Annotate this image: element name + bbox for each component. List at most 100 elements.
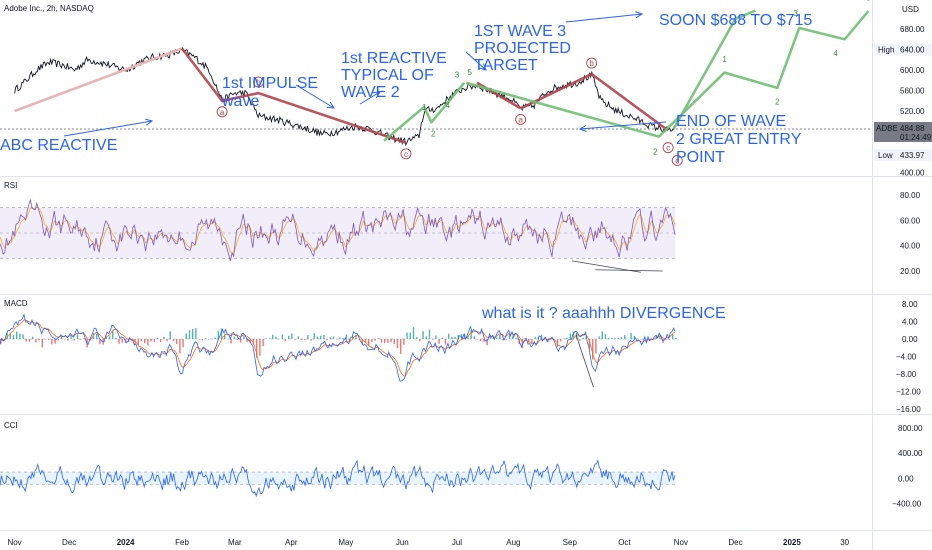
macd-histogram-bar [355,335,357,339]
macd-histogram-bar [230,339,232,344]
time-tick-label: Aug [506,538,520,547]
macd-histogram-bar [384,339,386,344]
macd-histogram-bar [19,333,21,339]
macd-histogram-bar [640,339,642,340]
macd-histogram-bar [185,333,187,339]
macd-histogram-bar [6,333,8,339]
annotation-impulse-line-2: wave [221,93,259,110]
annotation-wave3-line-2: PROJECTED [474,40,571,57]
macd-tick-label: 8.00 [902,300,918,309]
time-tick-label: Mar [228,538,242,547]
macd-histogram-bar [656,335,658,339]
macd-signal-line [0,319,676,377]
macd-histogram-bar [508,334,511,339]
macd-histogram-bar [211,338,213,340]
macd-histogram-bar [281,334,283,339]
annotation-end-wave2-line-2: 2 GREAT ENTRY [676,131,802,148]
macd-histogram-bar [112,330,114,339]
macd-histogram-bar [502,339,504,341]
macd-histogram-bar [240,339,242,343]
macd-histogram-bar [307,335,309,339]
macd-histogram-bar [320,335,322,339]
macd-histogram-bar [259,339,261,356]
abc-wave-lead-in [14,47,183,113]
macd-histogram-bar [451,336,453,339]
macd-histogram-bar [153,339,155,342]
macd-histogram-bar [467,336,469,339]
macd-histogram-bar [486,339,488,346]
macd-histogram-bar [172,339,175,342]
macd-histogram-bar [595,339,597,354]
price-tick-label: 400.00 [900,169,925,178]
macd-histogram-bar [195,328,197,339]
macd-histogram-bar [291,333,293,339]
macd-histogram-bar [204,338,207,339]
macd-histogram-bar [419,339,421,342]
macd-histogram-bar [275,336,277,339]
macd-histogram-bar [300,339,303,340]
macd-histogram-bar [150,339,152,342]
macd-histogram-bar [579,339,581,341]
macd-histogram-bar [563,338,565,339]
macd-histogram-bar [188,330,191,339]
macd-histogram-bar [432,339,434,340]
wave-label: 3 [793,9,798,18]
impulse-wave-1 [383,81,466,142]
macd-histogram-bar [288,335,290,339]
macd-histogram-bar [374,339,376,341]
macd-histogram-bar [489,335,491,339]
macd-histogram-bar [601,331,603,339]
time-tick-label: Nov [7,538,21,547]
last-price-badge [874,121,932,142]
macd-tick-label: −8.00 [896,370,917,379]
macd-histogram-bar [156,337,159,339]
macd-histogram-bar [496,337,498,339]
price-tick-label: 600.00 [900,66,925,75]
macd-histogram-bar [284,339,287,342]
time-tick-label: 2025 [783,538,801,547]
rsi-smoothing-line [0,206,676,255]
abc-wave-2-leg-c [590,73,669,132]
macd-histogram-bar [672,334,674,339]
macd-tick-label: −16.00 [896,405,921,414]
macd-histogram-bar [380,339,383,343]
macd-histogram-bar [387,339,389,343]
macd-histogram-bar [115,337,117,339]
macd-histogram-bar [268,338,271,339]
macd-histogram-bar [16,331,18,339]
annotation-impulse-line-1: 1st IMPULSE [222,75,318,92]
wave-label: c [675,156,679,165]
arrow-abc-reactive [63,120,153,137]
macd-histogram-bar [515,337,517,339]
macd-histogram-bar [480,339,482,342]
macd-histogram-bar [444,339,447,345]
macd-histogram-bar [70,336,72,339]
macd-histogram-bar [233,336,235,339]
macd-histogram-bar [192,328,194,339]
macd-histogram-bar [403,339,405,345]
macd-histogram-bar [118,339,120,344]
high-value: 640.00 [900,46,925,55]
macd-histogram-bar [592,339,594,360]
wave-label: 2 [653,148,658,157]
cci-line [0,459,676,498]
macd-histogram-bar [435,335,437,339]
macd-histogram-bar [534,336,536,339]
macd-histogram-bar [140,339,143,341]
macd-histogram-bar [409,332,411,339]
wave-label: a [220,108,225,117]
rsi-line [0,199,676,262]
high-label: High [878,46,894,55]
macd-histogram-bar [316,336,319,339]
arrow-soon-target [565,13,643,23]
macd-histogram-bar [22,334,24,339]
rsi-tick-label: 60.00 [900,216,921,225]
time-tick-label: 2024 [117,538,135,547]
macd-histogram-bar [499,334,501,339]
low-badge [874,149,932,162]
annotation-reactive-line-1: 1st REACTIVE [341,50,447,67]
wave-label: c [666,144,670,153]
macd-histogram-bar [64,339,66,340]
macd-histogram-bar [224,334,226,339]
